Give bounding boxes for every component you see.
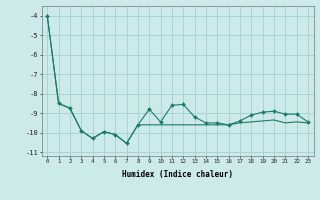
X-axis label: Humidex (Indice chaleur): Humidex (Indice chaleur)	[122, 170, 233, 179]
